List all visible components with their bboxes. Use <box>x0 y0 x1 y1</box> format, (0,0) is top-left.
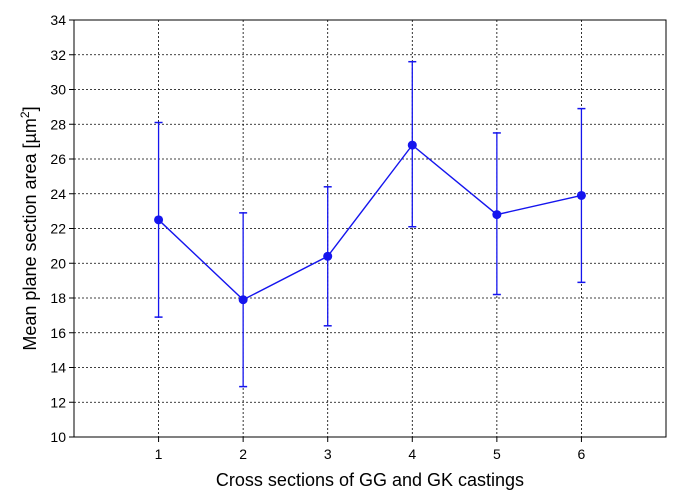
grid <box>74 20 666 437</box>
y-tick-label: 34 <box>50 12 66 28</box>
x-tick-label: 1 <box>155 446 163 462</box>
y-tick-label: 30 <box>50 82 66 98</box>
x-tick-label: 2 <box>239 446 247 462</box>
data-point <box>492 210 502 220</box>
series <box>154 60 586 388</box>
y-tick-label: 10 <box>50 429 66 445</box>
x-tick-label: 6 <box>578 446 586 462</box>
y-axis-title-superscript: 2 <box>18 111 32 118</box>
y-axis-title-main: Mean plane section area [µm <box>20 118 40 351</box>
y-axis-title-close: ] <box>20 106 40 111</box>
y-tick-label: 32 <box>50 47 66 63</box>
y-tick-label: 16 <box>50 325 66 341</box>
y-tick-label: 24 <box>50 186 66 202</box>
x-axis: 1 2 3 4 5 6 <box>155 437 586 462</box>
series-line <box>158 144 582 301</box>
y-tick-label: 26 <box>50 151 66 167</box>
y-axis-title: Mean plane section area [µm2] <box>18 106 40 350</box>
x-tick-label: 3 <box>324 446 332 462</box>
y-tick-label: 14 <box>50 360 66 376</box>
y-axis: 10 12 14 16 18 20 22 24 26 28 30 32 34 <box>50 12 74 445</box>
data-point <box>238 295 248 305</box>
x-tick-label: 5 <box>493 446 501 462</box>
data-point <box>154 215 164 225</box>
data-point <box>407 140 417 150</box>
data-point <box>576 190 586 200</box>
x-tick-label: 4 <box>408 446 416 462</box>
y-tick-label: 22 <box>50 221 66 237</box>
y-tick-label: 20 <box>50 255 66 271</box>
y-tick-label: 12 <box>50 394 66 410</box>
y-tick-label: 18 <box>50 290 66 306</box>
x-axis-title: Cross sections of GG and GK castings <box>216 470 524 490</box>
y-tick-label: 28 <box>50 116 66 132</box>
data-point <box>323 251 333 261</box>
